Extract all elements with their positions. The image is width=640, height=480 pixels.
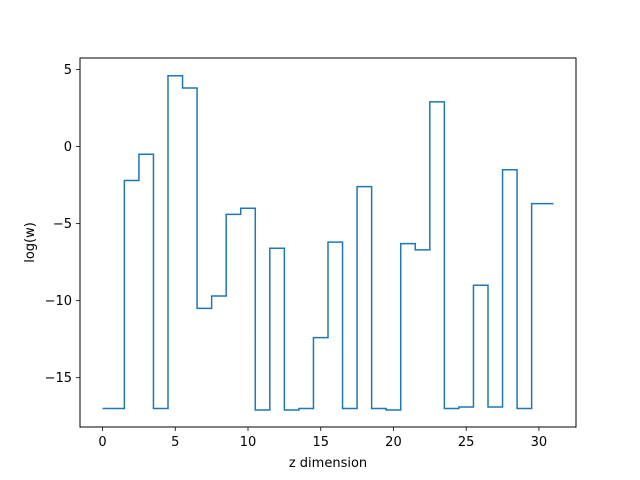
x-tick-label: 5 [171,435,179,450]
x-tick-label: 10 [240,435,257,450]
y-axis: −15 −10 −5 0 5 [45,63,80,386]
x-tick-label: 20 [385,435,402,450]
plot-area [102,74,554,411]
x-tick-label: 15 [312,435,329,450]
axes-frame [79,57,577,428]
x-tick-label: 30 [531,435,548,450]
x-tick-label: 25 [458,435,475,450]
y-axis-label: log(w) [23,222,38,263]
x-axis: 0 5 10 15 20 25 30 [98,427,547,450]
x-tick-label: 0 [98,435,106,450]
y-tick-label: 0 [64,140,72,155]
y-tick-label: −10 [45,294,72,309]
y-tick-label: −5 [53,217,72,232]
x-axis-label: z dimension [289,456,367,471]
y-tick-label: −15 [45,371,72,386]
y-tick-label: 5 [64,63,72,78]
series-line [102,74,554,411]
